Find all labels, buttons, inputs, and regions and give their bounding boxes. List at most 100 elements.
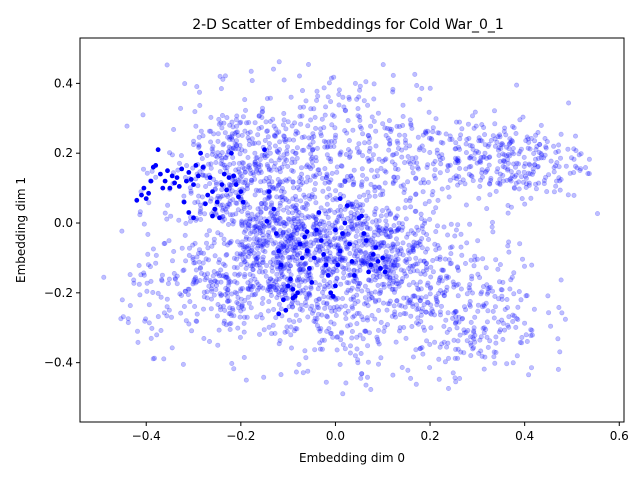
background-point xyxy=(389,263,395,269)
background-point xyxy=(194,84,200,90)
background-point xyxy=(185,286,191,292)
background-point xyxy=(258,209,264,215)
background-point xyxy=(523,181,529,187)
background-point xyxy=(217,291,223,297)
background-point xyxy=(240,251,246,257)
background-point xyxy=(438,274,444,280)
background-point xyxy=(255,282,261,288)
background-point xyxy=(320,188,326,194)
background-point xyxy=(248,251,254,257)
background-point xyxy=(229,188,235,194)
background-point xyxy=(417,279,423,285)
background-point xyxy=(321,294,327,300)
background-point xyxy=(380,300,386,306)
background-point xyxy=(213,153,219,159)
background-point xyxy=(313,220,319,226)
background-point xyxy=(284,178,290,184)
background-point xyxy=(299,113,305,119)
background-point xyxy=(296,283,302,289)
background-point xyxy=(256,164,262,170)
background-point xyxy=(390,181,396,187)
background-point xyxy=(343,316,349,322)
background-point xyxy=(222,73,228,79)
background-point xyxy=(392,265,398,271)
background-point xyxy=(328,75,334,81)
background-point xyxy=(256,113,262,119)
background-point xyxy=(466,155,472,161)
background-point xyxy=(223,274,229,280)
background-point xyxy=(314,262,320,268)
background-point xyxy=(250,262,256,268)
background-point xyxy=(332,139,338,145)
background-point xyxy=(488,175,494,181)
background-point xyxy=(246,120,252,126)
background-point xyxy=(333,220,339,226)
background-point xyxy=(191,142,197,148)
background-point xyxy=(415,240,421,246)
background-point xyxy=(407,249,413,255)
background-point xyxy=(321,300,327,306)
background-point xyxy=(422,271,428,277)
background-point xyxy=(509,274,515,280)
background-point xyxy=(572,133,578,139)
background-point xyxy=(419,143,425,149)
background-point xyxy=(574,165,580,171)
background-point xyxy=(224,209,230,215)
background-point xyxy=(482,354,488,360)
background-point xyxy=(358,375,364,381)
background-point xyxy=(342,303,348,309)
background-point xyxy=(500,336,506,342)
background-point xyxy=(396,283,402,289)
background-point xyxy=(394,262,400,268)
background-point xyxy=(249,177,255,183)
background-point xyxy=(256,113,262,119)
background-point xyxy=(247,271,253,277)
background-point xyxy=(366,277,372,283)
background-point xyxy=(312,181,318,187)
background-point xyxy=(511,185,517,191)
background-point xyxy=(359,183,365,189)
background-point xyxy=(143,316,149,322)
background-point xyxy=(483,326,489,332)
background-point xyxy=(288,324,294,330)
background-point xyxy=(237,151,243,157)
background-point xyxy=(209,146,215,152)
background-point xyxy=(469,113,475,119)
background-point xyxy=(262,268,268,274)
background-point xyxy=(308,257,314,263)
background-point xyxy=(483,300,489,306)
background-point xyxy=(415,227,421,233)
background-point xyxy=(171,249,177,255)
background-point xyxy=(514,82,520,88)
background-point xyxy=(447,245,453,251)
background-point xyxy=(350,296,356,302)
background-point xyxy=(338,257,344,263)
background-point xyxy=(517,241,523,247)
background-point xyxy=(447,137,453,143)
background-point xyxy=(393,339,399,345)
background-point xyxy=(472,314,478,320)
background-point xyxy=(309,194,315,200)
background-point xyxy=(372,209,378,215)
background-point xyxy=(265,134,271,140)
background-point xyxy=(385,273,391,279)
background-point xyxy=(361,98,367,104)
background-point xyxy=(199,156,205,162)
background-point xyxy=(166,276,172,282)
background-point xyxy=(371,229,377,235)
background-point xyxy=(510,151,516,157)
background-point xyxy=(335,243,341,249)
background-point xyxy=(362,328,368,334)
background-point xyxy=(475,238,481,244)
background-point xyxy=(485,308,491,314)
background-point xyxy=(511,270,517,276)
background-point xyxy=(392,259,398,265)
background-point xyxy=(366,330,372,336)
background-point xyxy=(399,221,405,227)
background-point xyxy=(270,116,276,122)
highlighted-point xyxy=(283,307,289,313)
background-point xyxy=(479,353,485,359)
background-point xyxy=(301,205,307,211)
background-point xyxy=(193,123,199,129)
background-point xyxy=(261,153,267,159)
